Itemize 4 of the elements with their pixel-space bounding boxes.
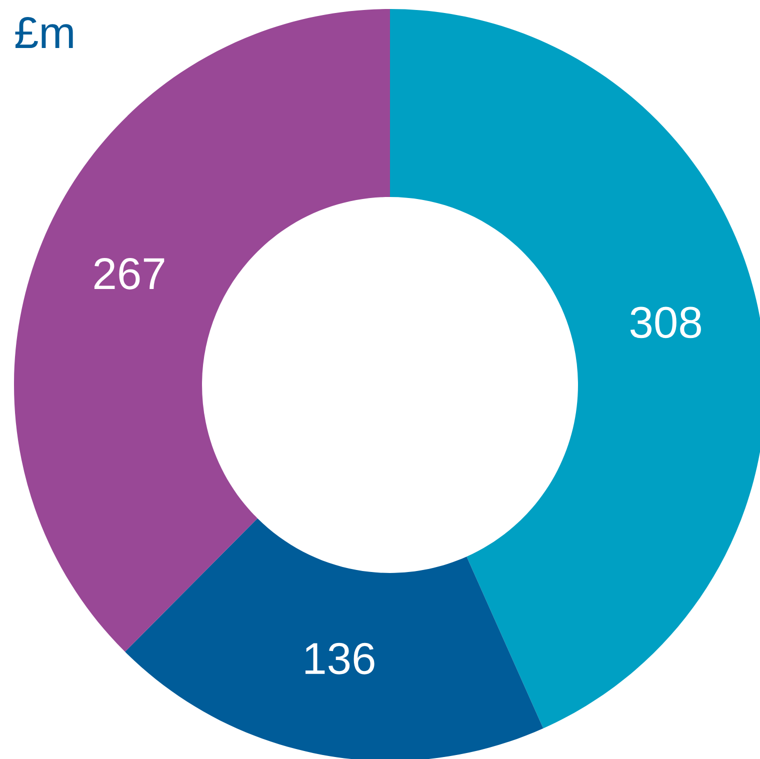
chart-title: £m bbox=[15, 16, 73, 48]
data-label: 136 bbox=[306, 642, 374, 674]
data-label: 267 bbox=[94, 258, 164, 290]
data-label: 308 bbox=[630, 306, 701, 338]
